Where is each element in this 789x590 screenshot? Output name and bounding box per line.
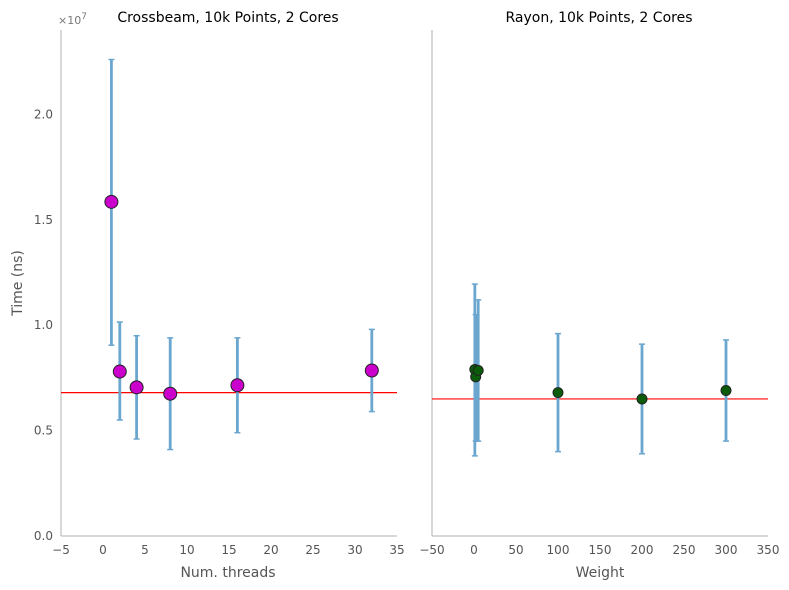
left-x-tick-label: −5 [52,543,70,557]
left-plot-area: −5 0 5 10 15 20 25 30 35 0.0 0.5 1.0 1.5 2.0 [34,30,405,557]
right-chart-title: Rayon, 10k Points, 2 Cores [505,10,692,26]
left-data-point [364,363,379,378]
right-x-tick-label: 100 [547,543,570,557]
right-x-axis-label: Weight [576,565,625,581]
right-data-point [720,385,732,397]
right-data-point [472,364,484,376]
right-x-tick-label: 50 [508,543,523,557]
right-plot-area: −50 0 50 100 150 200 250 300 350 [419,30,779,557]
left-data-point [163,386,178,401]
right-data-point [552,387,564,399]
right-x-tick-label: 0 [470,543,478,557]
left-x-tick-label: 25 [305,543,320,557]
left-x-tick-label: 20 [263,543,278,557]
right-x-tick-label: −50 [419,543,444,557]
right-x-tick-label: 350 [757,543,780,557]
right-x-tick-label: 200 [631,543,654,557]
left-x-tick-label: 35 [389,543,404,557]
left-y-tick-label: 1.5 [34,213,53,227]
right-x-tick-label: 150 [589,543,612,557]
left-x-tick-label: 15 [221,543,236,557]
y-offset-label: ×107 [58,12,87,27]
left-x-tick-label: 0 [99,543,107,557]
left-data-point [129,380,144,395]
left-y-tick-label: 0.5 [34,424,53,438]
y-offset-multiplier: ×10 [58,14,81,27]
y-offset-exponent: 7 [81,12,87,22]
left-x-tick-label: 30 [347,543,362,557]
right-data-point [636,393,648,405]
right-x-tick-label: 250 [673,543,696,557]
left-x-axis-label: Num. threads [180,565,275,581]
left-y-tick-label: 1.0 [34,318,53,332]
left-data-point [230,378,245,393]
left-y-tick-label: 2.0 [34,107,53,121]
left-x-tick-label: 5 [141,543,149,557]
left-y-axis-label: Time (ns) [10,250,26,317]
left-data-point [104,194,119,209]
left-chart-title: Crossbeam, 10k Points, 2 Cores [117,10,338,26]
left-data-point [112,364,127,379]
right-x-tick-label: 300 [715,543,738,557]
left-y-tick-label: 0.0 [34,529,53,543]
left-x-tick-label: 10 [179,543,194,557]
